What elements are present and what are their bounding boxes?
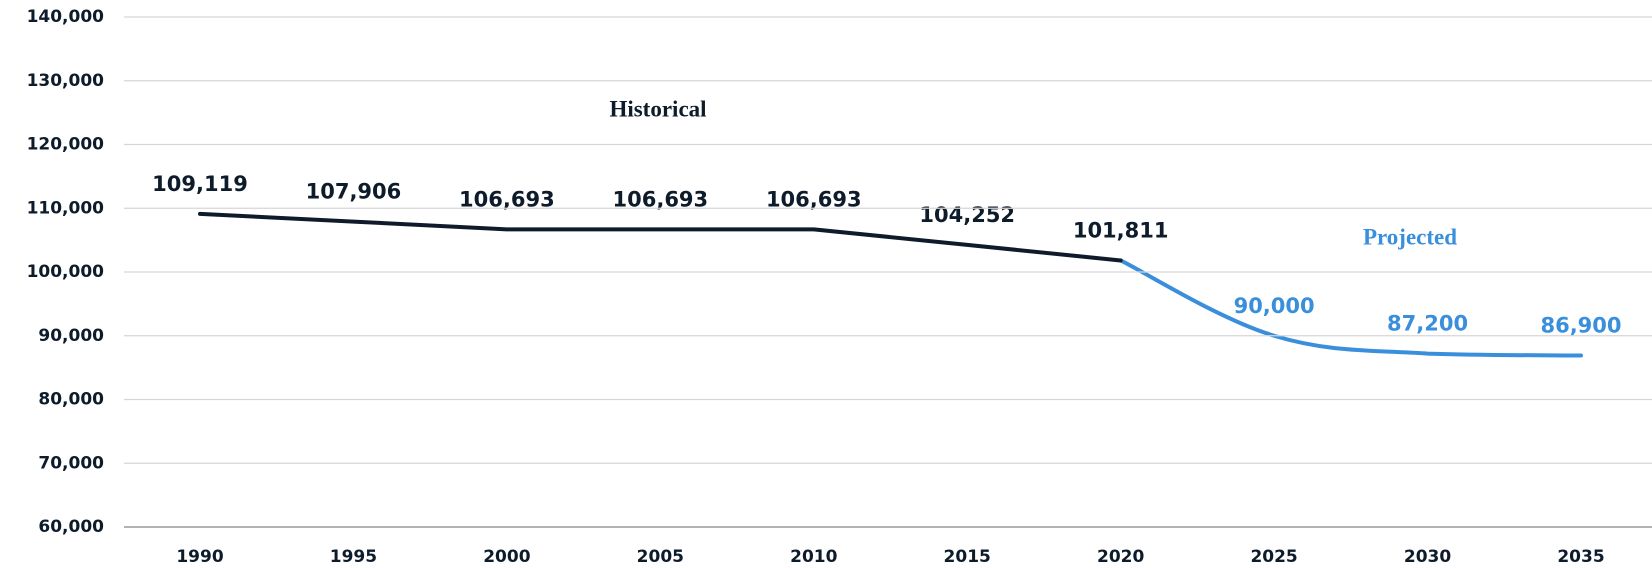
y-tick-label: 70,000	[38, 453, 104, 473]
data-label: 104,252	[919, 203, 1015, 227]
data-label: 86,900	[1540, 314, 1621, 338]
x-tick-label: 2010	[790, 547, 837, 567]
x-tick-label: 2030	[1404, 547, 1451, 567]
x-tick-label: 1990	[176, 547, 223, 567]
x-tick-label: 1995	[330, 547, 377, 567]
x-tick-label: 2020	[1097, 547, 1144, 567]
series-line	[198, 211, 1123, 263]
series-annotation: Projected	[1363, 224, 1457, 249]
y-tick-label: 60,000	[38, 517, 104, 537]
data-label: 90,000	[1234, 294, 1315, 318]
data-label: 87,200	[1387, 312, 1468, 336]
y-tick-label: 130,000	[27, 71, 105, 91]
data-label: 107,906	[306, 180, 402, 204]
y-tick-label: 140,000	[27, 7, 105, 27]
series-line	[1118, 258, 1583, 358]
y-tick-label: 90,000	[38, 326, 104, 346]
x-tick-label: 2005	[637, 547, 684, 567]
x-tick-label: 2015	[944, 547, 991, 567]
y-tick-label: 120,000	[27, 135, 105, 155]
x-tick-label: 2025	[1250, 547, 1297, 567]
x-tick-label: 2000	[483, 547, 530, 567]
x-tick-label: 2035	[1557, 547, 1604, 567]
data-label: 109,119	[152, 172, 248, 196]
data-label: 101,811	[1073, 218, 1169, 242]
y-tick-label: 110,000	[27, 198, 105, 218]
data-label: 106,693	[766, 187, 862, 211]
data-label: 106,693	[459, 187, 555, 211]
y-tick-label: 100,000	[27, 262, 105, 282]
data-label: 106,693	[613, 187, 709, 211]
y-tick-label: 80,000	[38, 390, 104, 410]
series-annotation: Historical	[609, 96, 706, 121]
